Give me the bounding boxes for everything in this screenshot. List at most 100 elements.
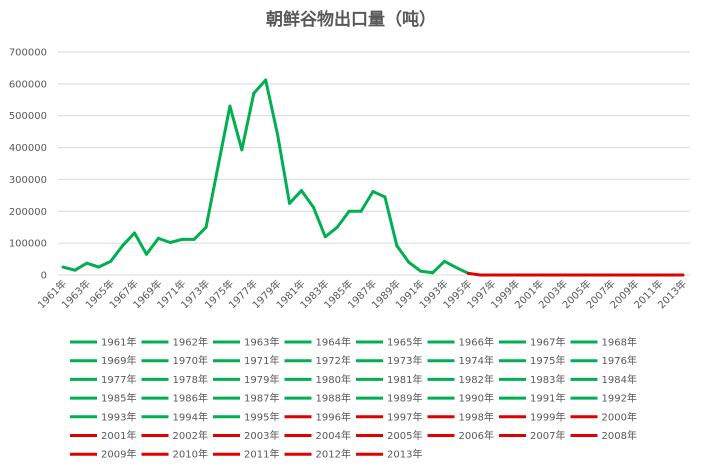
legend-item: 1961年	[70, 336, 136, 349]
legend-item: 1968年	[570, 336, 637, 349]
legend-label: 1986年	[173, 392, 208, 405]
legend-item: 1969年	[70, 354, 136, 367]
legend-label: 2008年	[602, 429, 637, 442]
legend-label: 2003年	[244, 429, 279, 442]
y-axis-ticks: 0 100000 200000 300000 400000 500000 600000 700…	[9, 48, 47, 282]
legend-label: 1962年	[173, 336, 208, 349]
legend-item: 1964年	[284, 336, 351, 349]
legend-label: 1968年	[602, 336, 637, 349]
series-segment	[97, 259, 113, 269]
legend-item: 1963年	[213, 336, 279, 349]
legend-item: 2006年	[427, 429, 494, 442]
legend-item: 2011年	[213, 448, 279, 461]
legend-item: 1984年	[570, 373, 637, 386]
legend-label: 1996年	[316, 410, 351, 423]
legend-label: 1967年	[530, 336, 565, 349]
legend-label: 1965年	[387, 336, 422, 349]
series-segment	[228, 104, 244, 152]
legend-label: 1981年	[387, 373, 422, 386]
legend-label: 1983年	[530, 373, 565, 386]
legend-label: 1988年	[316, 392, 351, 405]
legend-label: 1977年	[101, 373, 136, 386]
series-segment	[431, 259, 447, 275]
series-segment	[156, 236, 172, 245]
legend-item: 2002年	[141, 429, 208, 442]
legend-item: 1991年	[499, 392, 565, 405]
legend-label: 1991年	[530, 392, 565, 405]
legend-label: 1989年	[387, 392, 422, 405]
y-tick-label: 600000	[9, 79, 47, 90]
legend-label: 1976年	[602, 354, 637, 367]
legend-item: 2004年	[284, 429, 351, 442]
series-segment	[288, 189, 303, 205]
legend-item: 1974年	[427, 354, 494, 367]
legend-label: 1974年	[459, 354, 494, 367]
legend-label: 2001年	[101, 429, 136, 442]
legend-item: 1966年	[427, 336, 494, 349]
legend-label: 1998年	[459, 410, 494, 423]
legend-label: 2011年	[244, 448, 279, 461]
series-segment	[73, 261, 89, 272]
series-segment	[466, 271, 482, 277]
legend-item: 2012年	[284, 448, 351, 461]
series-segment	[454, 266, 470, 275]
series-segment	[395, 244, 411, 264]
legend-label: 2010年	[173, 448, 208, 461]
series-segment	[85, 261, 101, 269]
legend-item: 1998年	[427, 410, 494, 423]
series-segment	[335, 209, 351, 229]
legend-item: 1992年	[570, 392, 637, 405]
legend-label: 2013年	[387, 448, 422, 461]
legend-item: 1986年	[141, 392, 208, 405]
legend-item: 2009年	[70, 448, 136, 461]
series-segment	[192, 225, 208, 241]
legend-item: 1976年	[570, 354, 637, 367]
legend-item: 1973年	[356, 354, 422, 367]
legend-label: 2007年	[530, 429, 565, 442]
legend-item: 1962年	[141, 336, 208, 349]
legend-item: 1989年	[356, 392, 422, 405]
legend-item: 1985年	[70, 392, 136, 405]
grid-lines	[58, 51, 690, 276]
legend-item: 1994年	[141, 410, 208, 423]
series-segment	[168, 237, 184, 245]
legend-label: 1973年	[387, 354, 422, 367]
legend-label: 1995年	[244, 410, 279, 423]
series-segment	[109, 244, 125, 263]
y-tick-label: 700000	[9, 48, 47, 59]
legend-item: 2001年	[70, 429, 136, 442]
legend-item: 1988年	[284, 392, 351, 405]
series-segment	[204, 165, 220, 229]
legend-item: 1995年	[213, 410, 279, 423]
legend: 1961年 1962年 1963年 1964年 1965年 1966年 1967年 1968年…	[70, 336, 637, 461]
series-segment	[419, 269, 435, 275]
legend-label: 1975年	[530, 354, 565, 367]
legend-label: 1993年	[101, 410, 136, 423]
legend-item: 1996年	[284, 410, 351, 423]
legend-label: 1972年	[316, 354, 351, 367]
series-segment	[311, 205, 327, 239]
legend-label: 1997年	[387, 410, 422, 423]
legend-item: 1977年	[70, 373, 136, 386]
series-segment	[216, 104, 232, 169]
y-tick-label: 0	[41, 271, 47, 282]
legend-label: 1982年	[459, 373, 494, 386]
series-segment	[407, 260, 423, 273]
legend-label: 1966年	[459, 336, 494, 349]
legend-label: 1970年	[173, 354, 208, 367]
series-segment	[323, 225, 339, 239]
legend-label: 1999年	[530, 410, 565, 423]
y-tick-label: 100000	[9, 239, 47, 250]
legend-item: 2007年	[499, 429, 565, 442]
legend-item: 2000年	[570, 410, 637, 423]
legend-item: 1980年	[284, 373, 351, 386]
series-segment	[276, 133, 292, 205]
y-tick-label: 500000	[9, 111, 47, 122]
series-segment	[264, 78, 280, 137]
legend-label: 1979年	[244, 373, 279, 386]
legend-label: 1980年	[316, 373, 351, 386]
legend-label: 1985年	[101, 392, 136, 405]
legend-label: 1990年	[459, 392, 494, 405]
legend-label: 1971年	[244, 354, 279, 367]
